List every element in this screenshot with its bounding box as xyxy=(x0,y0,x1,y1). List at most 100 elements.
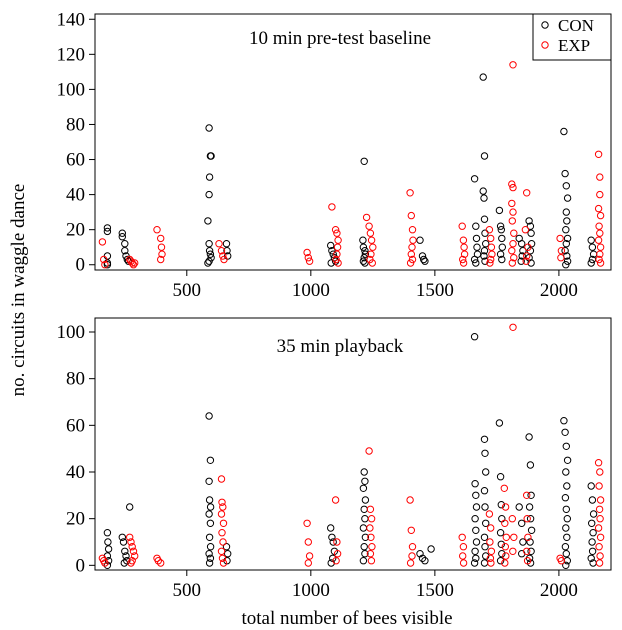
point-exp xyxy=(367,250,375,258)
x-tick-label: 1500 xyxy=(416,580,454,601)
point-con xyxy=(561,543,570,551)
point-exp xyxy=(218,554,227,562)
panel-title: 10 min pre-test baseline xyxy=(249,28,431,49)
point-con xyxy=(471,480,479,488)
point-con xyxy=(206,519,215,527)
point-con xyxy=(361,477,369,485)
point-con xyxy=(420,255,428,264)
point-con xyxy=(498,550,506,558)
point-exp xyxy=(596,533,605,541)
y-tick-label: 60 xyxy=(66,150,85,171)
point-exp xyxy=(406,496,414,504)
point-exp xyxy=(459,259,468,267)
point-con xyxy=(470,333,479,341)
point-exp xyxy=(487,547,496,555)
point-exp xyxy=(304,254,312,262)
point-con xyxy=(495,206,504,215)
x-tick-label: 500 xyxy=(173,280,202,301)
point-exp xyxy=(127,559,135,567)
point-exp xyxy=(126,533,134,541)
point-con xyxy=(361,250,370,258)
point-con xyxy=(496,557,505,565)
point-con xyxy=(562,208,570,216)
point-exp xyxy=(501,559,509,567)
point-con xyxy=(103,261,112,269)
point-con xyxy=(480,559,489,567)
point-con xyxy=(525,217,533,225)
point-exp xyxy=(408,543,417,551)
point-exp xyxy=(596,243,605,251)
point-exp xyxy=(596,190,604,199)
point-exp xyxy=(596,259,605,267)
x-tick-label: 1000 xyxy=(292,280,330,301)
point-con xyxy=(498,234,506,243)
point-exp xyxy=(368,259,376,267)
point-con xyxy=(518,240,526,248)
point-con xyxy=(473,243,481,251)
point-exp xyxy=(508,217,516,225)
point-con xyxy=(482,240,490,248)
point-exp xyxy=(509,208,517,216)
point-con xyxy=(472,222,480,230)
point-exp xyxy=(328,203,336,211)
point-con xyxy=(360,505,368,513)
y-tick-label: 140 xyxy=(57,9,86,30)
point-con xyxy=(589,510,598,518)
point-con xyxy=(498,255,506,264)
point-con xyxy=(526,538,534,546)
point-con xyxy=(205,173,214,181)
point-con xyxy=(526,515,535,523)
point-con xyxy=(498,515,506,523)
point-exp xyxy=(596,173,604,181)
point-exp xyxy=(407,250,415,258)
point-exp xyxy=(154,557,163,565)
point-exp xyxy=(100,255,108,264)
point-con xyxy=(480,252,488,260)
point-exp xyxy=(367,236,376,244)
point-exp xyxy=(510,229,518,237)
point-con xyxy=(561,169,569,178)
point-exp xyxy=(333,550,342,558)
point-exp xyxy=(332,557,340,565)
point-exp xyxy=(365,447,373,455)
point-exp xyxy=(522,257,530,265)
point-exp xyxy=(459,559,468,567)
point-con xyxy=(472,526,480,534)
point-con xyxy=(562,240,570,248)
point-exp xyxy=(460,250,469,258)
point-con xyxy=(328,247,336,255)
point-exp xyxy=(129,547,138,555)
point-con xyxy=(126,503,134,511)
point-exp xyxy=(333,243,342,251)
point-exp xyxy=(459,543,468,551)
y-tick-label: 20 xyxy=(66,509,85,530)
point-exp xyxy=(485,226,494,234)
point-con xyxy=(482,468,490,476)
point-con xyxy=(470,559,479,567)
point-exp xyxy=(407,211,415,220)
point-exp xyxy=(488,250,496,258)
point-con xyxy=(118,229,127,237)
point-con xyxy=(518,252,526,260)
point-exp xyxy=(366,550,375,558)
point-exp xyxy=(509,323,517,331)
point-exp xyxy=(157,243,166,251)
point-exp xyxy=(458,222,466,230)
point-exp xyxy=(459,236,468,244)
point-con xyxy=(206,543,215,551)
point-exp xyxy=(365,222,373,230)
point-con xyxy=(123,255,132,264)
point-con xyxy=(562,524,570,532)
point-con xyxy=(327,259,335,267)
point-exp xyxy=(157,255,165,264)
panel-playback: 0 20 40 60 80 100 500 1000 1500 2000 35 min playba… xyxy=(57,317,612,601)
point-con xyxy=(418,554,427,562)
x-tick-label: 500 xyxy=(173,580,202,601)
point-exp xyxy=(595,482,603,490)
point-exp xyxy=(331,496,340,504)
point-con xyxy=(496,529,505,537)
point-con xyxy=(588,538,596,546)
plot-frame xyxy=(94,317,612,571)
point-con xyxy=(480,194,488,202)
point-exp xyxy=(501,503,510,511)
